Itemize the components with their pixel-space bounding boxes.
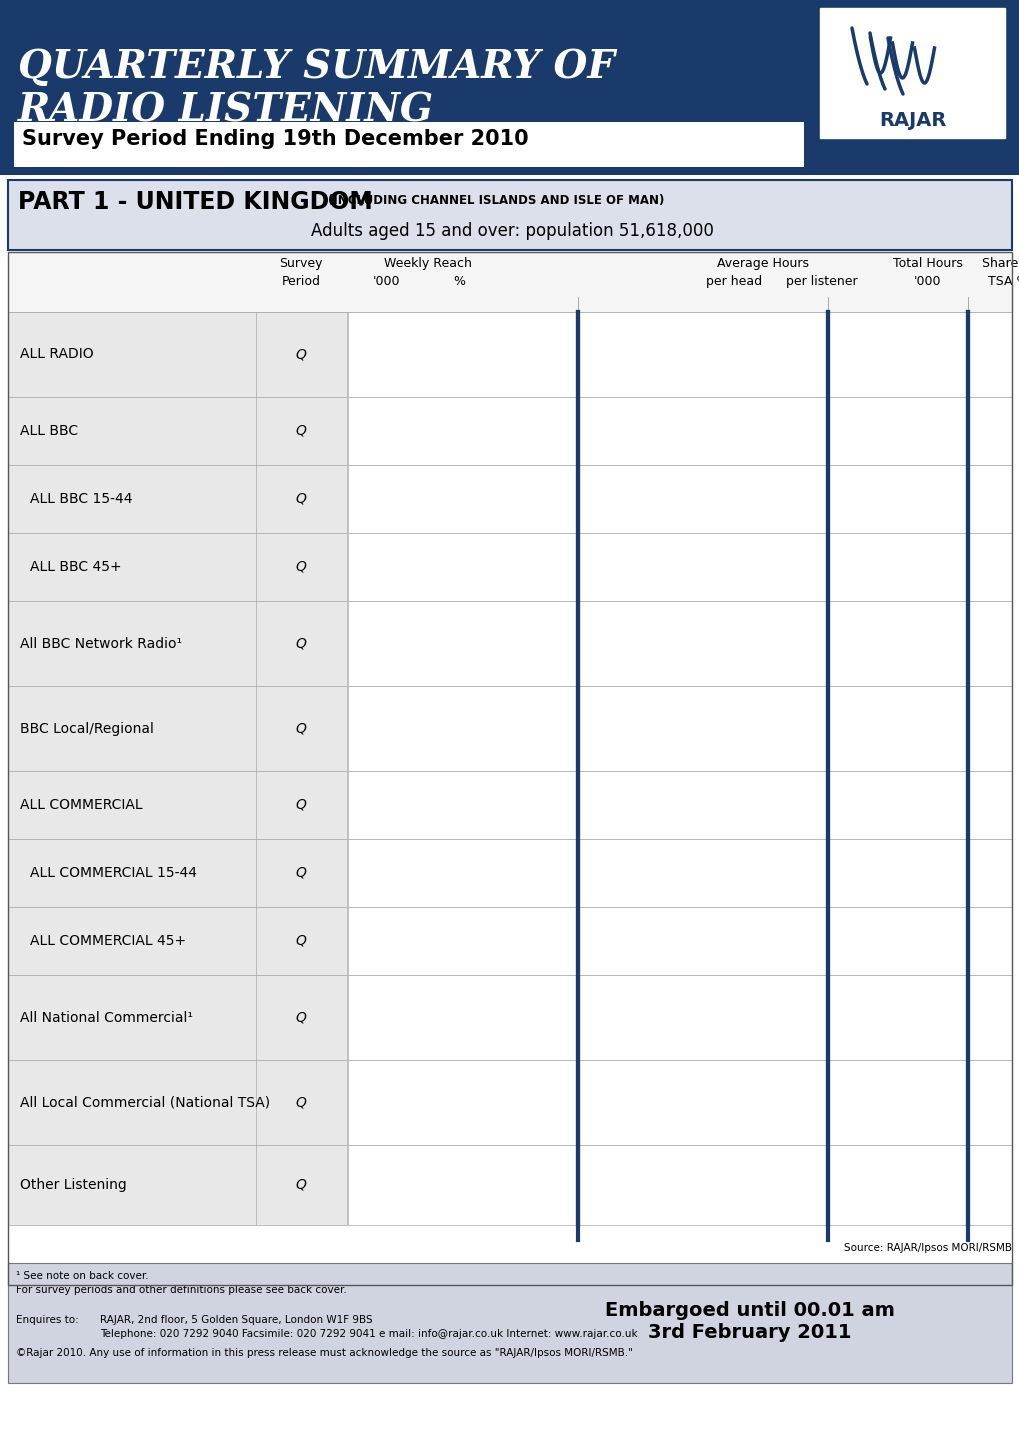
Bar (347, 975, 1011, 1061)
Bar (347, 771, 1011, 838)
Bar (8, 312, 346, 397)
Bar (347, 600, 1011, 685)
Bar (347, 532, 1011, 600)
Text: Q: Q (296, 1010, 306, 1025)
Text: BBC Local/Regional: BBC Local/Regional (20, 722, 154, 736)
Bar (8, 975, 346, 1061)
Text: PART 1 - UNITED KINGDOM: PART 1 - UNITED KINGDOM (18, 190, 372, 214)
Text: Q: Q (296, 492, 306, 506)
Text: Q: Q (296, 636, 306, 651)
Text: (INCLUDING CHANNEL ISLANDS AND ISLE OF MAN): (INCLUDING CHANNEL ISLANDS AND ISLE OF M… (328, 193, 663, 206)
Bar (8, 685, 346, 771)
Bar (8, 1144, 346, 1225)
Text: Period: Period (281, 276, 320, 289)
Bar (8, 1061, 346, 1144)
Bar (8, 465, 346, 532)
Text: Other Listening: Other Listening (20, 1177, 126, 1192)
Bar (8, 180, 1011, 250)
Bar (8, 465, 346, 532)
Bar (8, 908, 346, 975)
Text: Average Hours: Average Hours (716, 257, 808, 270)
Bar (8, 600, 346, 685)
Bar (347, 1061, 1011, 1144)
Text: QUARTERLY SUMMARY OF: QUARTERLY SUMMARY OF (18, 48, 614, 87)
Bar (347, 685, 1011, 771)
Text: RADIO LISTENING: RADIO LISTENING (18, 92, 434, 130)
Text: Weekly Reach: Weekly Reach (384, 257, 472, 270)
Text: Enquires to:: Enquires to: (16, 1315, 78, 1325)
Text: TSA %: TSA % (986, 276, 1019, 289)
Bar (0, 0, 1019, 175)
Bar (347, 312, 1011, 397)
Text: Source: RAJAR/Ipsos MORI/RSMB: Source: RAJAR/Ipsos MORI/RSMB (843, 1242, 1011, 1253)
Text: RAJAR, 2nd floor, 5 Golden Square, London W1F 9BS: RAJAR, 2nd floor, 5 Golden Square, Londo… (100, 1315, 372, 1325)
Text: ALL BBC 15-44: ALL BBC 15-44 (30, 492, 132, 506)
Text: All National Commercial¹: All National Commercial¹ (20, 1010, 193, 1025)
Bar (347, 1144, 1011, 1225)
Bar (8, 600, 346, 685)
Text: Q: Q (296, 934, 306, 948)
Text: Adults aged 15 and over: population 51,618,000: Adults aged 15 and over: population 51,6… (310, 222, 712, 240)
Text: '000: '000 (913, 276, 941, 289)
Bar (347, 397, 1011, 465)
Text: Total Hours: Total Hours (893, 257, 962, 270)
Text: Q: Q (296, 1177, 306, 1192)
Bar (347, 465, 1011, 532)
Text: Embargoed until 00.01 am
3rd February 2011: Embargoed until 00.01 am 3rd February 20… (604, 1302, 894, 1342)
Text: Telephone: 020 7292 9040 Facsimile: 020 7292 9041 e mail: info@rajar.co.uk Inter: Telephone: 020 7292 9040 Facsimile: 020 … (100, 1329, 637, 1339)
Bar (8, 838, 346, 908)
Text: '000: '000 (373, 276, 400, 289)
Text: ALL BBC: ALL BBC (20, 424, 78, 439)
Text: ALL COMMERCIAL: ALL COMMERCIAL (20, 798, 143, 812)
Bar (347, 908, 1011, 975)
Bar (8, 253, 1011, 1286)
Bar (8, 838, 346, 908)
Bar (8, 312, 346, 397)
Bar (8, 1144, 346, 1225)
Bar (8, 1263, 1011, 1382)
Text: Q: Q (296, 798, 306, 812)
Bar (347, 838, 1011, 908)
Bar (8, 685, 346, 771)
Text: per listener: per listener (786, 276, 857, 289)
Bar (8, 1061, 346, 1144)
Text: %: % (452, 276, 465, 289)
Bar (8, 532, 346, 600)
Text: Survey: Survey (279, 257, 322, 270)
Bar (8, 975, 346, 1061)
Text: For survey periods and other definitions please see back cover.: For survey periods and other definitions… (16, 1286, 346, 1294)
Text: RAJAR: RAJAR (878, 111, 946, 130)
Bar (8, 532, 346, 600)
Text: Q: Q (296, 348, 306, 362)
Text: Q: Q (296, 866, 306, 880)
Bar (8, 771, 346, 838)
Bar (14, 123, 803, 167)
Text: ALL RADIO: ALL RADIO (20, 348, 94, 362)
Text: Q: Q (296, 722, 306, 736)
Text: Q: Q (296, 1095, 306, 1110)
Bar (8, 908, 346, 975)
Text: ALL COMMERCIAL 45+: ALL COMMERCIAL 45+ (30, 934, 185, 948)
Bar (8, 771, 346, 838)
Text: ©Rajar 2010. Any use of information in this press release must acknowledge the s: ©Rajar 2010. Any use of information in t… (16, 1348, 632, 1358)
Text: per head: per head (705, 276, 761, 289)
Bar (819, 9, 1004, 139)
Text: ALL COMMERCIAL 15-44: ALL COMMERCIAL 15-44 (30, 866, 197, 880)
Text: Q: Q (296, 560, 306, 574)
Text: Q: Q (296, 424, 306, 439)
Text: ALL BBC 45+: ALL BBC 45+ (30, 560, 121, 574)
Bar (8, 397, 346, 465)
Text: Survey Period Ending 19th December 2010: Survey Period Ending 19th December 2010 (22, 128, 528, 149)
Bar (8, 397, 346, 465)
Text: All BBC Network Radio¹: All BBC Network Radio¹ (20, 636, 182, 651)
Bar (8, 253, 1011, 312)
Text: All Local Commercial (National TSA): All Local Commercial (National TSA) (20, 1095, 270, 1110)
Text: ¹ See note on back cover.: ¹ See note on back cover. (16, 1271, 149, 1281)
Text: Share in: Share in (981, 257, 1019, 270)
